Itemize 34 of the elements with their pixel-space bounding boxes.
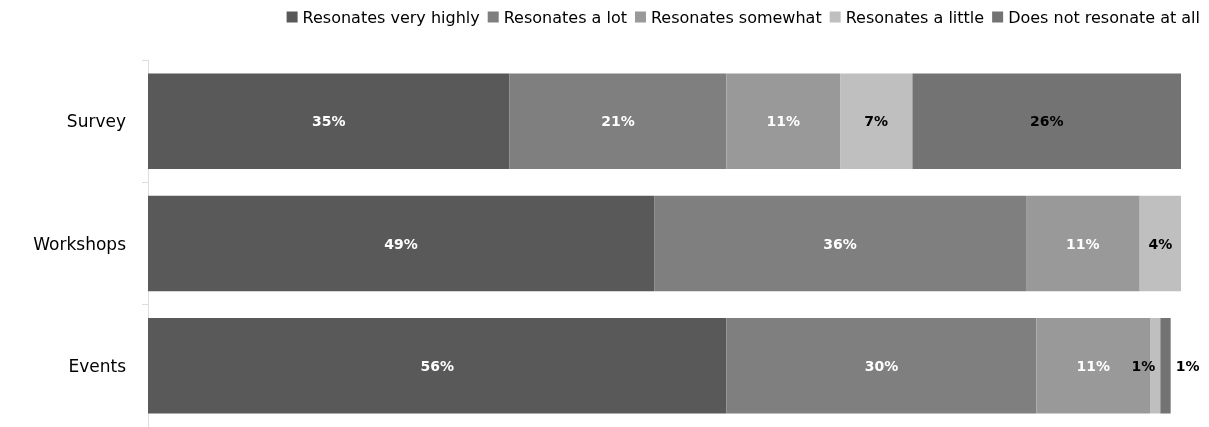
bar	[654, 195, 1027, 292]
data-label: 26%	[1029, 113, 1064, 130]
y-tick-label: Survey	[66, 111, 126, 132]
data-label: 1%	[1175, 357, 1200, 374]
bar	[1139, 195, 1181, 292]
data-label: 11%	[1076, 357, 1110, 374]
data-label: 36%	[823, 235, 857, 252]
bar	[148, 195, 655, 292]
legend-label: Resonates a lot	[503, 7, 627, 27]
bar	[148, 318, 727, 414]
data-label: 7%	[864, 113, 889, 130]
data-label: 11%	[1066, 235, 1100, 252]
data-label: 21%	[601, 113, 635, 130]
data-label: 56%	[420, 357, 454, 374]
y-tick-label: Workshops	[33, 233, 127, 254]
bar	[1026, 195, 1140, 292]
bar	[726, 73, 841, 169]
legend-label: Does not resonate at all	[1008, 7, 1201, 27]
legend-label: Resonates somewhat	[650, 7, 822, 27]
bar	[509, 73, 727, 169]
data-label: 30%	[864, 357, 899, 374]
bar	[148, 73, 510, 169]
data-label: 4%	[1148, 235, 1173, 252]
data-label: 35%	[312, 113, 346, 130]
bar	[912, 73, 1181, 169]
data-label: 11%	[766, 113, 801, 130]
data-label: 1%	[1131, 357, 1156, 374]
legend-label: Resonates a little	[845, 7, 985, 27]
bar	[840, 73, 913, 169]
legend-label: Resonates very highly	[302, 7, 480, 27]
y-tick-label: Events	[68, 355, 127, 376]
bar	[1160, 318, 1171, 414]
data-label: 49%	[384, 235, 418, 252]
bar	[726, 318, 1037, 414]
